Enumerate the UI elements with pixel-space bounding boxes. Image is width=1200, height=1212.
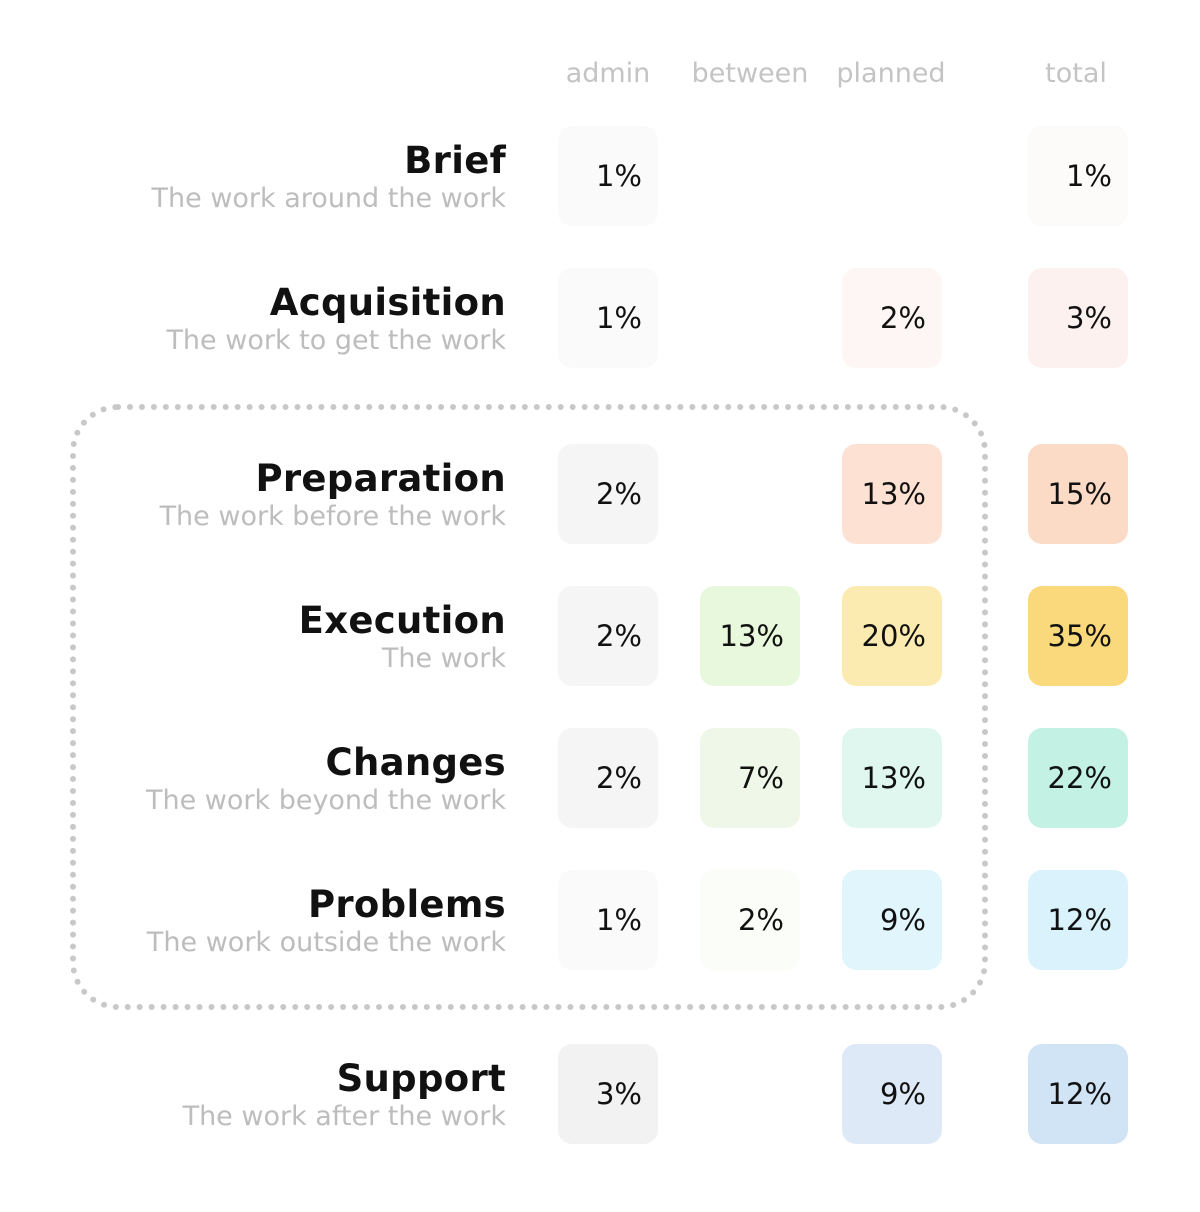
cell-execution-between: 13%: [700, 586, 800, 686]
row-description-problems: The work outside the work: [146, 927, 506, 958]
cell-preparation-planned: 13%: [842, 444, 942, 544]
column-header-total: total: [1045, 58, 1107, 89]
column-header-admin: admin: [565, 58, 651, 89]
cell-support-planned: 9%: [842, 1044, 942, 1144]
row-label-execution: Execution The work: [299, 598, 506, 674]
row-description-acquisition: The work to get the work: [166, 325, 506, 356]
row-name-brief: Brief: [404, 139, 506, 182]
row-label-support: Support The work after the work: [183, 1056, 506, 1132]
cell-acquisition-admin: 1%: [558, 268, 658, 368]
cell-preparation-total: 15%: [1028, 444, 1128, 544]
cell-problems-total: 12%: [1028, 870, 1128, 970]
row-name-changes: Changes: [325, 741, 506, 784]
row-description-changes: The work beyond the work: [145, 785, 506, 816]
row-name-acquisition: Acquisition: [269, 281, 506, 324]
row-label-brief: Brief The work around the work: [152, 138, 506, 214]
row-name-support: Support: [336, 1057, 506, 1100]
column-header-between: between: [691, 58, 809, 89]
cell-problems-admin: 1%: [558, 870, 658, 970]
column-header-planned: planned: [836, 58, 946, 89]
cell-execution-admin: 2%: [558, 586, 658, 686]
cell-brief-total: 1%: [1028, 126, 1128, 226]
row-label-preparation: Preparation The work before the work: [160, 456, 506, 532]
cell-execution-planned: 20%: [842, 586, 942, 686]
cell-problems-between: 2%: [700, 870, 800, 970]
row-description-preparation: The work before the work: [159, 501, 506, 532]
cell-changes-planned: 13%: [842, 728, 942, 828]
cell-support-total: 12%: [1028, 1044, 1128, 1144]
row-description-execution: The work: [381, 643, 506, 674]
row-name-preparation: Preparation: [255, 457, 506, 500]
core-work-group-outline: [70, 404, 988, 1010]
cell-changes-total: 22%: [1028, 728, 1128, 828]
row-name-problems: Problems: [307, 883, 506, 926]
row-name-execution: Execution: [298, 599, 506, 642]
cell-support-admin: 3%: [558, 1044, 658, 1144]
cell-execution-total: 35%: [1028, 586, 1128, 686]
row-label-changes: Changes The work beyond the work: [146, 740, 506, 816]
cell-problems-planned: 9%: [842, 870, 942, 970]
row-description-brief: The work around the work: [151, 183, 506, 214]
cell-acquisition-total: 3%: [1028, 268, 1128, 368]
cell-brief-admin: 1%: [558, 126, 658, 226]
cell-preparation-admin: 2%: [558, 444, 658, 544]
cell-acquisition-planned: 2%: [842, 268, 942, 368]
cell-changes-admin: 2%: [558, 728, 658, 828]
cell-changes-between: 7%: [700, 728, 800, 828]
row-label-problems: Problems The work outside the work: [147, 882, 506, 958]
row-label-acquisition: Acquisition The work to get the work: [166, 280, 506, 356]
row-description-support: The work after the work: [182, 1101, 506, 1132]
